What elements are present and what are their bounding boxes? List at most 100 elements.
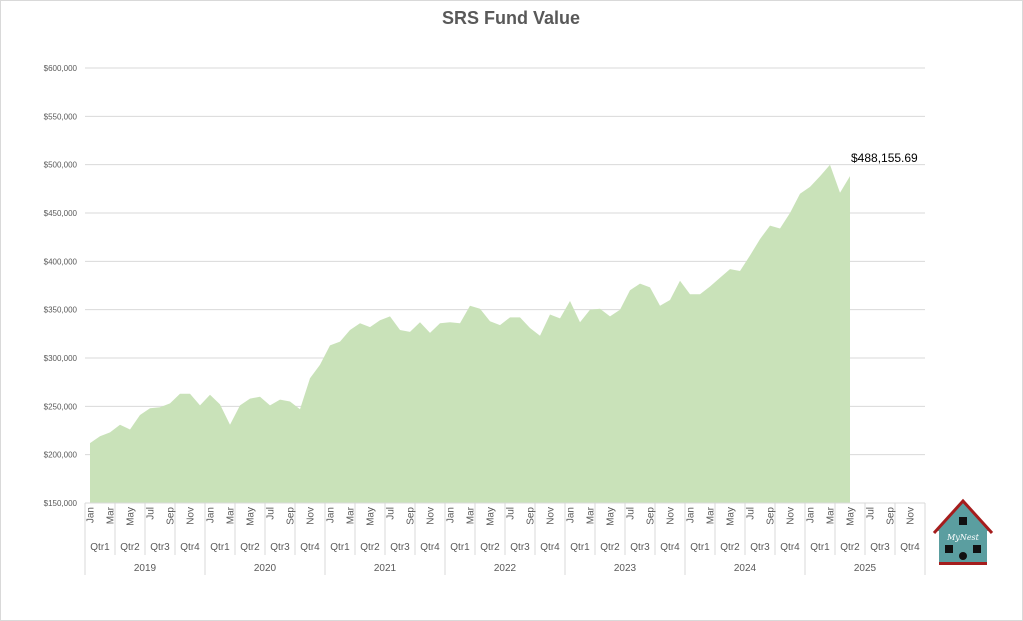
year-label: 2025 <box>854 563 877 574</box>
y-tick-label: $350,000 <box>44 306 78 315</box>
quarter-label: Qtr2 <box>120 542 140 553</box>
month-label: Nov <box>306 507 317 525</box>
month-label: Sep <box>766 507 777 525</box>
month-label: Jan <box>326 507 337 523</box>
year-label: 2019 <box>134 563 157 574</box>
month-label: Mar <box>346 506 357 524</box>
month-label: Nov <box>906 507 917 525</box>
month-label: May <box>606 507 617 526</box>
month-label: Nov <box>426 507 437 525</box>
month-label: May <box>246 507 257 526</box>
month-label: Jan <box>86 507 97 523</box>
quarter-label: Qtr3 <box>870 542 890 553</box>
month-label: Sep <box>406 507 417 525</box>
month-label: May <box>726 507 737 526</box>
month-label: May <box>126 507 137 526</box>
quarter-label: Qtr1 <box>570 542 590 553</box>
quarter-label: Qtr3 <box>750 542 770 553</box>
month-label: Jan <box>686 507 697 523</box>
quarter-label: Qtr2 <box>720 542 740 553</box>
quarter-label: Qtr1 <box>330 542 350 553</box>
chart-title: SRS Fund Value <box>442 8 580 28</box>
month-label: Nov <box>666 507 677 525</box>
month-label: Sep <box>526 507 537 525</box>
y-tick-label: $550,000 <box>44 112 78 121</box>
month-label: Jan <box>446 507 457 523</box>
month-label: Sep <box>166 507 177 525</box>
quarter-label: Qtr1 <box>810 542 830 553</box>
quarter-label: Qtr2 <box>360 542 380 553</box>
quarter-label: Qtr1 <box>210 542 230 553</box>
quarter-label: Qtr4 <box>900 542 920 553</box>
month-label: Jul <box>266 507 277 520</box>
month-label: Mar <box>106 506 117 524</box>
quarter-label: Qtr4 <box>300 542 320 553</box>
y-tick-label: $450,000 <box>44 209 78 218</box>
birdhouse-hole <box>959 552 967 560</box>
data-label-last: $488,155.69 <box>851 151 918 165</box>
mynest-logo: MyNest <box>932 498 994 565</box>
month-label: Sep <box>646 507 657 525</box>
month-label: Nov <box>786 507 797 525</box>
y-tick-label: $300,000 <box>44 354 78 363</box>
year-label: 2020 <box>254 563 277 574</box>
quarter-label: Qtr3 <box>270 542 290 553</box>
birdhouse-base <box>939 562 987 565</box>
quarter-label: Qtr4 <box>420 542 440 553</box>
month-label: Mar <box>586 506 597 524</box>
y-tick-label: $150,000 <box>44 499 78 508</box>
month-label: Jan <box>806 507 817 523</box>
month-label: May <box>366 507 377 526</box>
quarter-label: Qtr1 <box>450 542 470 553</box>
month-label: Sep <box>886 507 897 525</box>
quarter-label: Qtr3 <box>510 542 530 553</box>
month-label: Jul <box>146 507 157 520</box>
quarter-label: Qtr3 <box>390 542 410 553</box>
year-label: 2022 <box>494 563 517 574</box>
quarter-label: Qtr1 <box>90 542 110 553</box>
month-label: Jul <box>746 507 757 520</box>
birdhouse-roof <box>932 498 994 535</box>
quarter-label: Qtr4 <box>780 542 800 553</box>
quarter-label: Qtr3 <box>150 542 170 553</box>
area-series <box>90 164 850 503</box>
month-label: Jul <box>626 507 637 520</box>
area-fill <box>90 164 850 503</box>
window-icon <box>945 545 953 553</box>
window-icon <box>973 545 981 553</box>
month-label: Mar <box>466 506 477 524</box>
year-label: 2024 <box>734 563 757 574</box>
month-label: Sep <box>286 507 297 525</box>
y-tick-label: $250,000 <box>44 402 78 411</box>
quarter-label: Qtr1 <box>690 542 710 553</box>
month-label: Jan <box>206 507 217 523</box>
x-axis: 2019 Qtr1 Qtr2 Qtr3 Qtr4 Jan Mar May Jul Sep Nov 20… <box>84 502 926 575</box>
month-label: Nov <box>186 507 197 525</box>
logo-text: MyNest <box>946 533 980 542</box>
quarter-label: Qtr3 <box>630 542 650 553</box>
quarter-label: Qtr4 <box>540 542 560 553</box>
month-label: May <box>486 507 497 526</box>
y-tick-label: $400,000 <box>44 257 78 266</box>
quarter-label: Qtr2 <box>480 542 500 553</box>
month-label: Jul <box>506 507 517 520</box>
month-label: Jul <box>386 507 397 520</box>
month-label: Mar <box>826 506 837 524</box>
year-label: 2021 <box>374 563 397 574</box>
y-tick-label: $600,000 <box>44 64 78 73</box>
y-tick-label: $200,000 <box>44 451 78 460</box>
month-label: Mar <box>706 506 717 524</box>
y-tick-label: $500,000 <box>44 161 78 170</box>
month-label: Nov <box>546 507 557 525</box>
month-label: Mar <box>226 506 237 524</box>
month-label: Jan <box>566 507 577 523</box>
quarter-label: Qtr4 <box>660 542 680 553</box>
year-label: 2023 <box>614 563 637 574</box>
month-label: Jul <box>866 507 877 520</box>
month-label: May <box>846 507 857 526</box>
quarter-label: Qtr2 <box>240 542 260 553</box>
quarter-label: Qtr2 <box>600 542 620 553</box>
y-axis: $150,000 $200,000 $250,000 $300,000 $350,000… <box>44 64 78 508</box>
window-icon <box>959 517 967 525</box>
